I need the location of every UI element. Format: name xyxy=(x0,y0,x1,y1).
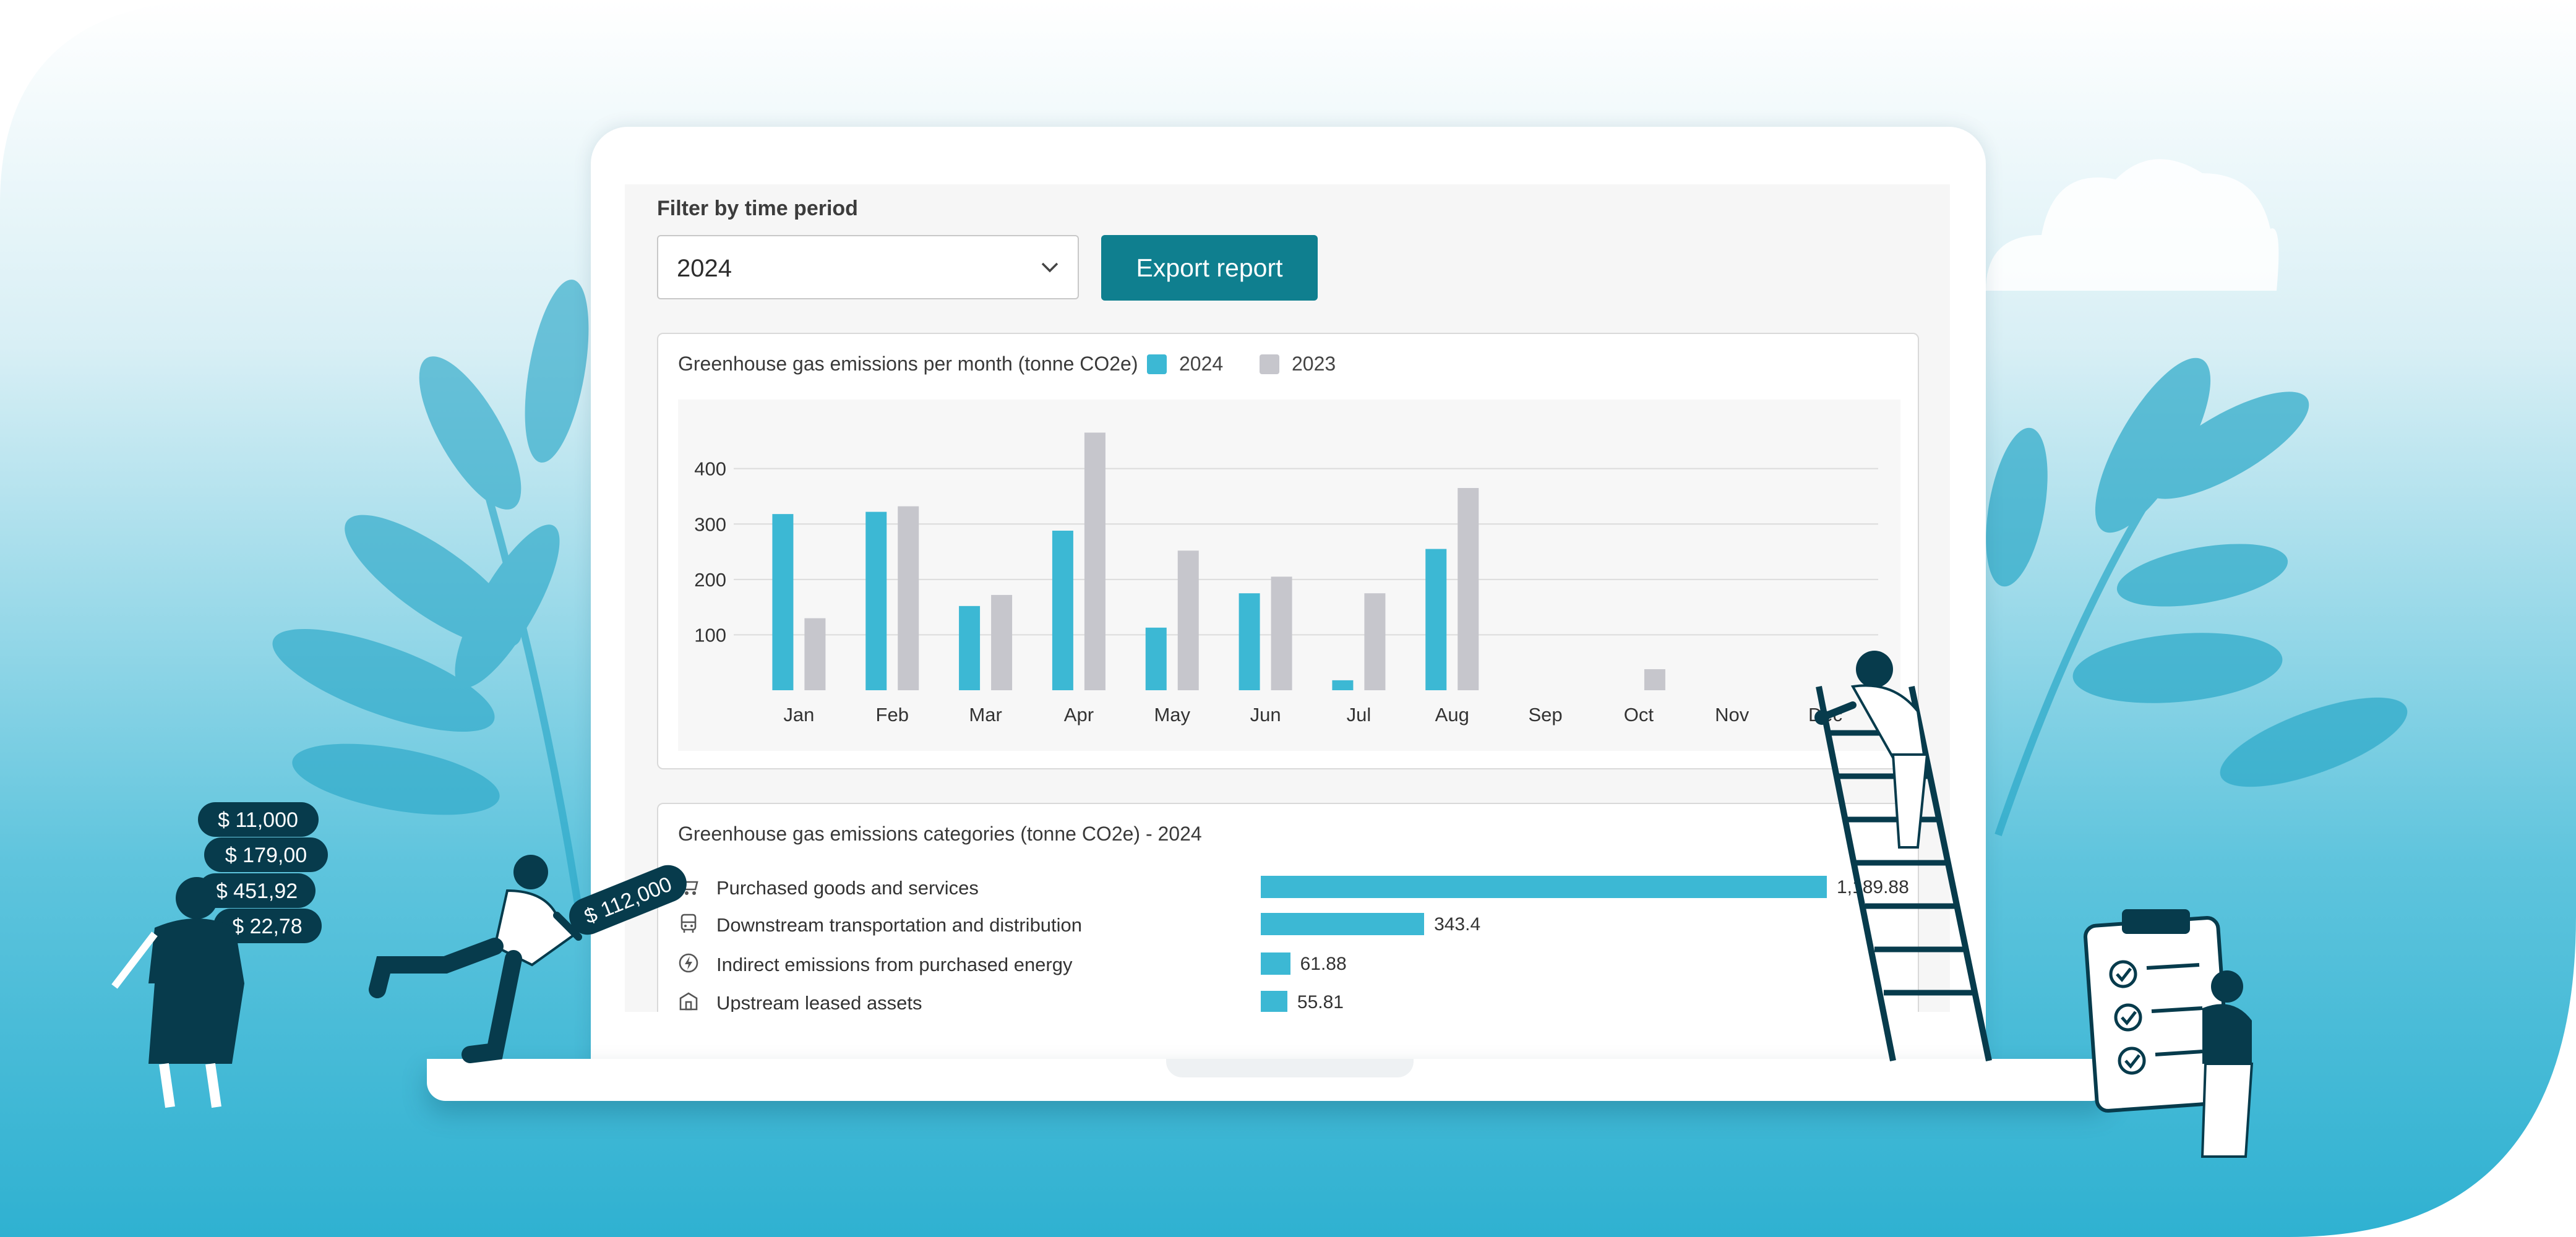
dashboard-screen: Filter by time period 2024 Export report… xyxy=(625,184,1950,1012)
running-person xyxy=(369,855,582,1063)
monthly-emissions-card: Greenhouse gas emissions per month (tonn… xyxy=(657,333,1919,769)
ladder-illustration xyxy=(1816,685,1992,1062)
bar-2024 xyxy=(1239,593,1260,690)
x-tick-label: Oct xyxy=(1624,704,1654,726)
category-value: 1,189.88 xyxy=(1837,877,1909,897)
x-tick-label: Feb xyxy=(876,704,909,726)
legend-label-2023: 2023 xyxy=(1292,353,1336,375)
chart-plot-area: 100 200 300 400 Jan Feb Mar Apr May Jun Jul Aug Sep O… xyxy=(678,400,1900,751)
category-bar xyxy=(1261,952,1290,975)
monthly-emissions-title: Greenhouse gas emissions per month (tonn… xyxy=(678,353,1138,375)
y-tick-label: 300 xyxy=(694,513,726,535)
bar-2023 xyxy=(1271,576,1292,690)
bar-2024 xyxy=(959,606,981,690)
x-tick-label: Mar xyxy=(969,704,1002,726)
bar-2023 xyxy=(1458,488,1479,690)
bar-2024 xyxy=(1145,627,1167,690)
laptop-notch xyxy=(1166,1059,1414,1077)
bar-2023 xyxy=(1644,669,1665,690)
x-tick-label: Jul xyxy=(1347,704,1372,726)
legend-item-2023: 2023 xyxy=(1260,353,1336,375)
money-tag-label: $ 451,92 xyxy=(216,880,298,903)
category-label: Indirect emissions from purchased energy xyxy=(716,954,1073,975)
x-tick-label: Jun xyxy=(1250,704,1281,726)
category-bar xyxy=(1261,876,1827,898)
x-tick-label: Apr xyxy=(1064,704,1094,726)
legend-label-2024: 2024 xyxy=(1179,353,1224,375)
bar-2023 xyxy=(1177,550,1199,690)
x-tick-label: Nov xyxy=(1715,704,1750,726)
left-plant xyxy=(272,280,589,928)
bar-2023 xyxy=(991,594,1013,690)
right-plant xyxy=(1986,357,2408,836)
monthly-emissions-chart: 100 200 300 400 Jan Feb Mar Apr May Jun Jul Aug Sep O… xyxy=(694,432,1878,726)
bar-2023 xyxy=(898,506,919,690)
climbing-person xyxy=(1814,651,1929,849)
bar-2024 xyxy=(865,511,887,690)
y-tick-label: 100 xyxy=(694,624,726,646)
export-report-button[interactable]: Export report xyxy=(1101,235,1318,301)
cloud xyxy=(1986,159,2279,291)
bar-2024 xyxy=(772,514,794,690)
money-tags: $ 11,000 $ 179,00 $ 451,92 $ 22,78 xyxy=(198,802,328,943)
emission-categories-card: Greenhouse gas emissions categories (ton… xyxy=(657,803,1919,1012)
category-row: Purchased goods and services 1,189.88 xyxy=(678,873,1909,904)
chevron-down-icon xyxy=(1041,262,1058,273)
bar-2024 xyxy=(1052,531,1073,690)
categories-title: Greenhouse gas emissions categories (ton… xyxy=(678,823,1202,845)
time-period-select-value: 2024 xyxy=(677,255,732,282)
money-tag-label: $ 22,78 xyxy=(232,915,302,938)
x-tick-label: Jan xyxy=(783,704,814,726)
category-value: 343.4 xyxy=(1434,914,1481,935)
category-row: Downstream transportation and distributi… xyxy=(678,910,1909,941)
category-bar xyxy=(1261,991,1287,1012)
bar-2023 xyxy=(804,618,826,690)
building-icon xyxy=(679,992,698,1011)
woman-holding-money xyxy=(111,877,244,1108)
x-tick-label: May xyxy=(1154,704,1190,726)
clipboard-illustration xyxy=(2084,909,2231,1113)
bar-2024 xyxy=(1332,680,1354,690)
category-row: Upstream leased assets 55.81 xyxy=(678,988,1909,1012)
category-value: 55.81 xyxy=(1297,992,1344,1012)
legend-swatch-2024 xyxy=(1147,354,1167,374)
category-label: Purchased goods and services xyxy=(716,877,979,899)
money-tag-label: $ 11,000 xyxy=(218,808,298,832)
time-period-select[interactable]: 2024 xyxy=(657,235,1079,299)
bus-icon xyxy=(680,914,697,933)
filter-label: Filter by time period xyxy=(657,197,858,220)
category-bar xyxy=(1261,913,1425,935)
money-tag-label: $ 179,00 xyxy=(225,844,307,867)
category-row: Indirect emissions from purchased energy… xyxy=(678,950,1909,981)
legend-swatch-2023 xyxy=(1260,354,1279,374)
energy-icon xyxy=(679,953,698,973)
legend-item-2024: 2024 xyxy=(1147,353,1223,375)
category-label: Upstream leased assets xyxy=(716,992,922,1012)
runner-money-tag: $ 112,000 xyxy=(569,865,687,935)
x-tick-label: Sep xyxy=(1528,704,1562,726)
category-value: 61.88 xyxy=(1300,954,1347,974)
x-tick-label: Aug xyxy=(1435,704,1469,726)
y-tick-label: 200 xyxy=(694,569,726,591)
y-tick-label: 400 xyxy=(694,458,726,480)
bar-2024 xyxy=(1425,549,1447,690)
category-label: Downstream transportation and distributi… xyxy=(716,914,1083,936)
bar-2023 xyxy=(1364,593,1386,690)
bar-2023 xyxy=(1084,432,1106,690)
clipboard-woman xyxy=(2200,970,2254,1158)
